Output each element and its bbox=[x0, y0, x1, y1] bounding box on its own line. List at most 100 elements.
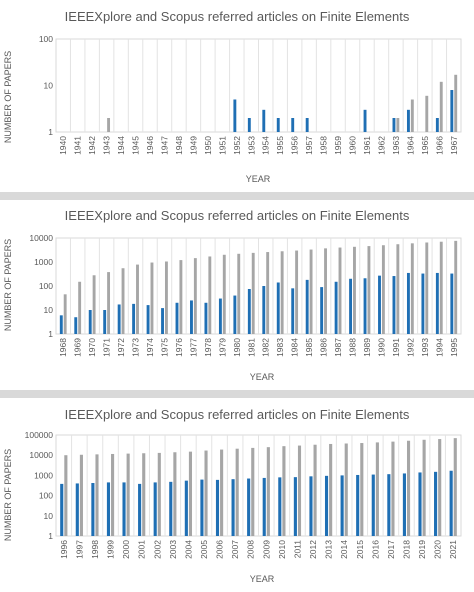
bar-blue-2008 bbox=[247, 478, 251, 536]
bar-gray-1943 bbox=[107, 118, 111, 132]
bar-gray-1970 bbox=[92, 275, 96, 334]
x-tick-label: 1975 bbox=[159, 338, 169, 357]
bar-gray-1969 bbox=[78, 281, 82, 334]
bar-blue-1957 bbox=[305, 118, 309, 132]
x-tick-label: 1977 bbox=[188, 338, 198, 357]
bar-gray-1974 bbox=[150, 262, 154, 334]
bar-blue-1964 bbox=[406, 109, 410, 132]
x-tick-label: 2003 bbox=[168, 540, 178, 559]
bar-gray-1980 bbox=[237, 253, 241, 334]
bar-blue-1991 bbox=[392, 276, 396, 334]
y-tick-label: 1 bbox=[48, 329, 53, 339]
y-axis-label: NUMBER OF PAPERS bbox=[3, 449, 13, 541]
bar-blue-2012 bbox=[309, 476, 313, 536]
bar-gray-1967 bbox=[454, 74, 458, 132]
bar-gray-1990 bbox=[381, 245, 385, 334]
bar-blue-2018 bbox=[402, 473, 406, 536]
y-axis-label: NUMBER OF PAPERS bbox=[3, 239, 13, 331]
bar-blue-1990 bbox=[378, 275, 381, 334]
y-tick-label: 100 bbox=[39, 281, 53, 291]
bar-gray-1971 bbox=[107, 272, 111, 334]
bar-gray-2015 bbox=[360, 443, 364, 536]
x-tick-label: 1982 bbox=[261, 338, 271, 357]
bar-blue-2005 bbox=[200, 479, 204, 536]
x-tick-label: 1962 bbox=[376, 136, 386, 155]
bar-gray-1993 bbox=[425, 242, 429, 334]
x-tick-label: 1946 bbox=[145, 136, 155, 155]
bar-blue-1976 bbox=[175, 302, 179, 334]
x-tick-label: 1967 bbox=[449, 136, 459, 155]
bar-gray-2017 bbox=[391, 441, 395, 536]
bar-blue-1986 bbox=[320, 287, 324, 334]
bar-blue-2009 bbox=[262, 477, 266, 536]
bar-gray-1977 bbox=[193, 258, 197, 334]
bar-blue-1967 bbox=[450, 90, 454, 132]
x-tick-label: 1947 bbox=[159, 136, 169, 155]
x-tick-label: 1941 bbox=[73, 136, 83, 155]
x-tick-label: 2005 bbox=[199, 540, 209, 559]
bar-blue-1994 bbox=[435, 272, 439, 334]
bar-gray-1999 bbox=[111, 453, 115, 536]
x-tick-label: 1978 bbox=[203, 338, 213, 357]
x-tick-label: 1966 bbox=[434, 136, 444, 155]
x-tick-label: 2000 bbox=[121, 540, 131, 559]
bar-gray-2014 bbox=[344, 443, 348, 536]
x-tick-label: 2015 bbox=[355, 540, 365, 559]
chart-title: IEEEXplore and Scopus referred articles … bbox=[65, 407, 410, 422]
bar-gray-2008 bbox=[251, 447, 255, 536]
bar-gray-2011 bbox=[297, 445, 302, 536]
bar-gray-1998 bbox=[95, 454, 99, 536]
bar-gray-2004 bbox=[188, 451, 193, 536]
x-tick-label: 1954 bbox=[261, 136, 271, 155]
x-tick-label: 2007 bbox=[230, 540, 240, 559]
y-tick-label: 1 bbox=[48, 127, 53, 137]
bar-gray-2007 bbox=[235, 448, 239, 536]
x-tick-label: 1984 bbox=[290, 338, 300, 357]
x-tick-label: 2017 bbox=[386, 540, 396, 559]
x-tick-label: 1968 bbox=[58, 338, 68, 357]
bar-gray-1979 bbox=[222, 254, 226, 334]
x-tick-label: 1957 bbox=[304, 136, 314, 155]
bar-blue-1963 bbox=[392, 118, 396, 132]
bar-blue-1977 bbox=[190, 300, 193, 334]
x-tick-label: 1950 bbox=[203, 136, 213, 155]
bar-gray-1965 bbox=[425, 95, 429, 132]
bar-gray-2010 bbox=[282, 446, 286, 536]
x-tick-label: 1973 bbox=[131, 338, 141, 357]
bar-blue-2003 bbox=[169, 481, 173, 536]
bar-blue-2016 bbox=[371, 474, 375, 536]
bar-blue-1983 bbox=[276, 282, 280, 334]
bar-blue-2015 bbox=[356, 474, 360, 536]
x-tick-label: 2018 bbox=[401, 540, 411, 559]
x-tick-label: 1985 bbox=[304, 338, 314, 357]
x-tick-label: 2011 bbox=[292, 540, 302, 559]
bar-blue-1974 bbox=[146, 305, 150, 334]
bar-gray-2001 bbox=[142, 453, 146, 536]
bar-blue-1952 bbox=[233, 99, 237, 132]
x-tick-label: 1971 bbox=[102, 338, 112, 357]
bar-blue-1979 bbox=[218, 298, 222, 334]
bar-blue-1971 bbox=[103, 310, 107, 334]
bar-blue-1997 bbox=[75, 483, 79, 536]
x-tick-label: 2012 bbox=[308, 540, 318, 559]
bar-gray-1995 bbox=[454, 240, 458, 334]
y-tick-label: 10 bbox=[44, 81, 54, 91]
bar-blue-2014 bbox=[340, 475, 344, 536]
x-tick-label: 1945 bbox=[131, 136, 141, 155]
y-tick-label: 10 bbox=[44, 511, 54, 521]
x-tick-label: 1963 bbox=[391, 136, 401, 155]
bar-blue-1995 bbox=[450, 273, 454, 334]
bar-gray-2012 bbox=[313, 444, 317, 536]
bar-gray-1973 bbox=[136, 264, 139, 334]
bar-blue-2010 bbox=[278, 477, 282, 536]
bar-gray-1997 bbox=[79, 454, 83, 536]
chart-panel-1: IEEEXplore and Scopus referred articles … bbox=[0, 0, 474, 192]
bar-gray-1978 bbox=[208, 256, 212, 334]
x-tick-label: 1990 bbox=[376, 338, 386, 357]
bar-gray-2019 bbox=[422, 439, 426, 536]
bar-blue-1988 bbox=[349, 278, 353, 334]
bar-gray-1963 bbox=[396, 118, 400, 132]
bar-gray-1972 bbox=[121, 268, 125, 334]
bar-gray-1992 bbox=[410, 243, 414, 334]
x-tick-label: 1993 bbox=[420, 338, 430, 357]
